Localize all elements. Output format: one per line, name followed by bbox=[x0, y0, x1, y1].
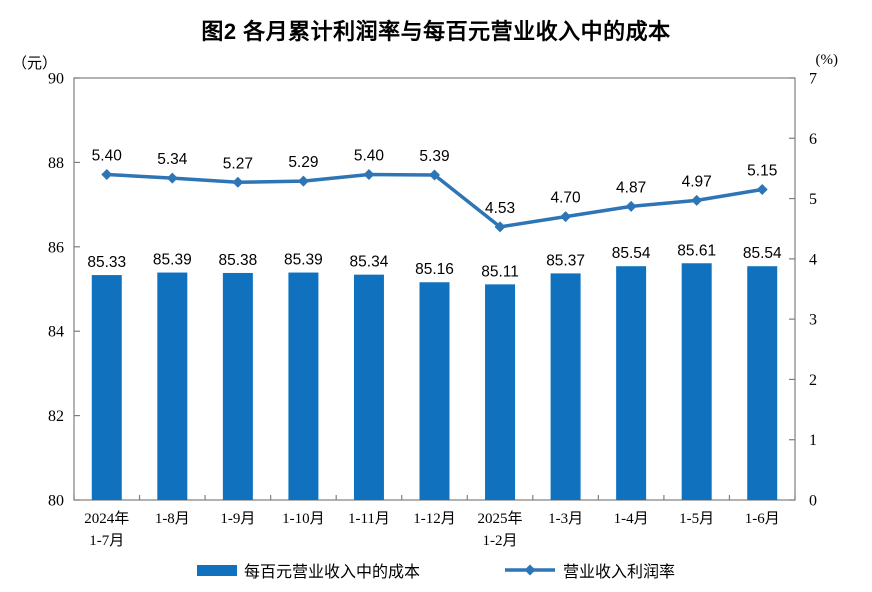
right-axis-tick-label: 3 bbox=[809, 312, 817, 329]
line-value-label: 5.29 bbox=[288, 154, 318, 171]
cost-bar bbox=[550, 273, 581, 500]
line-marker-icon bbox=[625, 200, 637, 212]
line-value-label: 4.97 bbox=[682, 173, 712, 190]
legend-item-cost-bars: 每百元营业收入中的成本 bbox=[196, 558, 420, 582]
left-axis-tick-label: 88 bbox=[48, 155, 64, 172]
cost-bar bbox=[681, 263, 712, 500]
legend-item-profit-rate-line: 营业收入利润率 bbox=[504, 558, 675, 582]
bar-value-label: 85.16 bbox=[415, 261, 454, 278]
left-axis-tick-label: 86 bbox=[48, 239, 64, 256]
x-axis-category-label: 1-7月 bbox=[89, 533, 124, 549]
cost-bar bbox=[157, 272, 188, 500]
x-axis-category-label: 1-10月 bbox=[282, 511, 325, 527]
line-marker-icon bbox=[363, 168, 375, 180]
right-axis-tick-label: 0 bbox=[809, 493, 817, 510]
bar-value-label: 85.34 bbox=[350, 254, 389, 271]
line-value-label: 5.27 bbox=[223, 155, 253, 172]
line-value-label: 4.53 bbox=[485, 200, 515, 217]
line-marker-icon bbox=[166, 172, 178, 184]
bar-series-swatch-icon bbox=[196, 564, 237, 576]
combo-chart-plot: 80 82 84 86 88 90 0 1 2 3 4 5 6 7 85.33 85.39 85.38 85.39… bbox=[48, 71, 817, 550]
bar-value-label: 85.54 bbox=[612, 245, 651, 262]
bar-value-label: 85.33 bbox=[87, 254, 126, 271]
x-axis-category-label: 2025年 bbox=[478, 510, 523, 527]
bar-value-label: 85.38 bbox=[218, 252, 257, 269]
bar-value-label: 85.39 bbox=[284, 252, 323, 269]
bar-series-label: 每百元营业收入中的成本 bbox=[243, 564, 420, 581]
cost-bar bbox=[747, 266, 778, 500]
bar-value-label: 85.37 bbox=[546, 252, 585, 269]
cost-bar bbox=[353, 274, 384, 500]
left-axis-tick-label: 80 bbox=[48, 493, 64, 510]
line-value-label: 5.40 bbox=[354, 147, 385, 164]
cost-bar bbox=[485, 284, 516, 500]
chart-legend: 每百元营业收入中的成本 营业收入利润率 bbox=[0, 558, 872, 582]
cost-bar bbox=[288, 272, 319, 500]
x-axis-category-label: 1-2月 bbox=[483, 533, 518, 549]
line-value-label: 5.40 bbox=[92, 147, 123, 164]
right-axis-tick-label: 6 bbox=[809, 131, 817, 148]
left-axis-tick-label: 90 bbox=[48, 71, 64, 88]
line-marker-icon bbox=[101, 168, 113, 180]
x-axis-category-label: 1-8月 bbox=[155, 511, 190, 527]
chart-title: 图2 各月累计利润率与每百元营业收入中的成本 bbox=[201, 19, 671, 44]
line-value-label: 4.70 bbox=[551, 190, 582, 207]
line-marker-icon bbox=[429, 169, 440, 181]
line-series-swatch-icon bbox=[505, 564, 555, 576]
line-value-label: 5.15 bbox=[747, 163, 777, 180]
right-axis-tick-label: 2 bbox=[809, 372, 817, 389]
x-axis-category-label: 1-5月 bbox=[679, 511, 714, 527]
cost-bar bbox=[91, 275, 122, 500]
x-axis-category-label: 1-4月 bbox=[614, 511, 649, 527]
line-marker-icon bbox=[494, 221, 506, 233]
right-axis-tick-label: 7 bbox=[809, 71, 817, 88]
line-marker-icon bbox=[232, 176, 244, 188]
profit-rate-line bbox=[105, 172, 764, 229]
line-marker-icon bbox=[691, 194, 703, 206]
cost-bar bbox=[616, 266, 647, 500]
x-axis-category-label: 1-12月 bbox=[413, 511, 456, 527]
bar-value-label: 85.61 bbox=[677, 242, 716, 259]
right-axis-unit-label: (%) bbox=[815, 52, 839, 68]
left-axis-tick-label: 82 bbox=[48, 408, 64, 425]
line-marker-icon bbox=[560, 211, 572, 223]
left-axis-tick-label: 84 bbox=[48, 324, 64, 341]
x-axis-category-label: 1-3月 bbox=[548, 511, 583, 527]
legend-diamond-icon bbox=[524, 564, 536, 576]
cost-bar bbox=[419, 282, 450, 500]
line-value-label: 4.87 bbox=[616, 179, 646, 196]
bar-value-label: 85.39 bbox=[153, 252, 192, 269]
x-axis-category-label: 2024年 bbox=[84, 510, 129, 527]
x-axis-category-label: 1-9月 bbox=[220, 511, 255, 527]
bar-value-label: 85.54 bbox=[743, 245, 782, 262]
line-marker-icon bbox=[297, 175, 309, 187]
line-marker-icon bbox=[756, 184, 768, 196]
right-axis-tick-label: 1 bbox=[809, 432, 817, 449]
right-axis-tick-label: 5 bbox=[809, 191, 817, 208]
line-series-label: 营业收入利润率 bbox=[563, 564, 676, 581]
right-axis-tick-label: 4 bbox=[809, 251, 817, 268]
cost-bar bbox=[222, 272, 253, 500]
left-axis-unit-label: （元） bbox=[12, 56, 58, 72]
bar-value-label: 85.11 bbox=[481, 263, 519, 280]
x-axis-category-label: 1-11月 bbox=[348, 511, 390, 527]
x-axis-category-label: 1-6月 bbox=[745, 511, 780, 527]
line-value-label: 5.34 bbox=[157, 151, 188, 168]
line-value-label: 5.39 bbox=[419, 148, 449, 165]
